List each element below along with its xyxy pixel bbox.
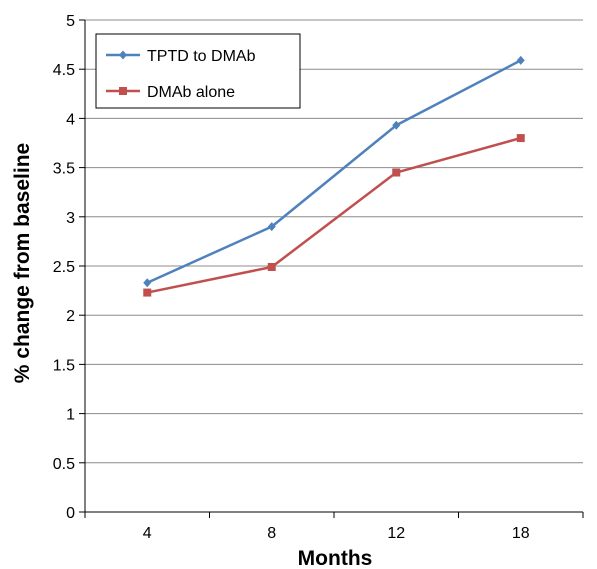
legend-items: TPTD to DMAb DMAb alone bbox=[106, 48, 256, 101]
legend-label: DMAb alone bbox=[147, 84, 235, 101]
x-tick-label: 4 bbox=[143, 525, 152, 542]
y-tick-label: 1.5 bbox=[53, 357, 75, 374]
y-tick-label: 4.5 bbox=[53, 62, 75, 79]
legend-item: TPTD to DMAb bbox=[106, 48, 256, 65]
data-point bbox=[516, 55, 525, 65]
x-axis-title: Months bbox=[298, 547, 373, 569]
y-tick-label: 2.5 bbox=[53, 259, 75, 276]
x-tick-label: 18 bbox=[512, 525, 530, 542]
data-point bbox=[143, 278, 152, 288]
y-axis-title: % change from baseline bbox=[11, 143, 34, 383]
y-tick-label: 0 bbox=[66, 505, 75, 522]
axes: 0 0.5 1 1.5 2 2.5 3 3.5 4 4.5 5 4 8 12 18 bbox=[53, 13, 584, 542]
data-point bbox=[392, 168, 401, 177]
data-point bbox=[392, 120, 401, 130]
y-tick-label: 0.5 bbox=[53, 456, 75, 473]
y-tick-label: 3.5 bbox=[53, 161, 75, 178]
gridlines bbox=[85, 19, 583, 464]
legend-swatch-marker bbox=[119, 87, 127, 95]
y-tick-label: 2 bbox=[66, 308, 75, 325]
x-tick-label: 12 bbox=[387, 525, 405, 542]
y-tick-label: 1 bbox=[66, 407, 75, 424]
y-tick-label: 4 bbox=[66, 111, 75, 128]
y-tick-label: 3 bbox=[66, 210, 75, 227]
data-point bbox=[267, 222, 276, 232]
legend-item: DMAb alone bbox=[106, 84, 235, 101]
series-group bbox=[143, 55, 525, 297]
y-tick-label: 5 bbox=[66, 13, 75, 30]
legend-label: TPTD to DMAb bbox=[147, 48, 256, 65]
legend: TPTD to DMAb DMAb alone bbox=[95, 33, 301, 109]
x-tick-label: 8 bbox=[267, 525, 276, 542]
data-point bbox=[143, 288, 152, 297]
series-line bbox=[146, 59, 522, 284]
legend-swatch-marker bbox=[119, 50, 127, 60]
series-2 bbox=[143, 134, 525, 297]
series-line bbox=[146, 136, 522, 294]
legend-box bbox=[95, 33, 301, 109]
data-point bbox=[516, 134, 525, 143]
series-1 bbox=[143, 55, 525, 288]
data-point bbox=[267, 262, 276, 271]
